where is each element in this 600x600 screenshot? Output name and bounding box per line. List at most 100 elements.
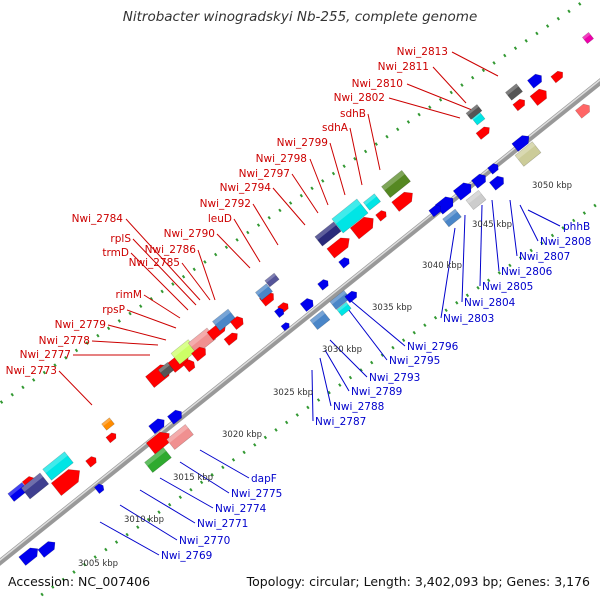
gene-label[interactable]: Nwi_2778 <box>39 335 90 347</box>
gene-label[interactable]: Nwi_2806 <box>501 266 553 278</box>
gene-feature[interactable] <box>465 104 483 120</box>
gene-feature[interactable] <box>18 544 41 566</box>
gene-feature[interactable] <box>529 86 550 107</box>
gene-feature[interactable] <box>471 172 488 189</box>
gene-label[interactable]: Nwi_2784 <box>72 213 124 225</box>
gene-feature[interactable] <box>381 170 411 198</box>
gene-feature[interactable] <box>336 301 352 317</box>
gene-feature[interactable] <box>274 306 285 318</box>
gene-label[interactable]: Nwi_2777 <box>20 349 71 361</box>
gene-label[interactable]: Nwi_2807 <box>519 251 570 263</box>
gene-label[interactable]: Nwi_2797 <box>239 168 290 180</box>
gene-feature[interactable] <box>326 234 353 259</box>
gene-feature[interactable] <box>85 455 99 468</box>
gene-feature[interactable] <box>299 296 316 313</box>
gene-label[interactable]: sdhA <box>322 122 349 134</box>
gene-label[interactable]: Nwi_2792 <box>200 198 251 210</box>
gene-feature[interactable] <box>42 451 74 481</box>
gene-label[interactable]: rplS <box>110 233 131 245</box>
gene-label[interactable]: Nwi_2785 <box>129 257 180 269</box>
gene-label[interactable]: Nwi_2769 <box>161 550 212 562</box>
gene-feature[interactable] <box>512 97 527 112</box>
gene-feature[interactable] <box>229 314 246 331</box>
gene-feature[interactable] <box>314 221 342 247</box>
gene-feature[interactable] <box>264 272 280 288</box>
gene-label[interactable]: Nwi_2771 <box>197 518 248 530</box>
gene-feature[interactable] <box>170 339 198 365</box>
gene-label[interactable]: rimM <box>115 289 142 301</box>
gene-label[interactable]: phhB <box>563 221 590 233</box>
gene-feature[interactable] <box>223 331 240 346</box>
gene-label[interactable]: Nwi_2789 <box>351 386 402 398</box>
gene-feature[interactable] <box>212 308 236 332</box>
gene-feature[interactable] <box>144 447 172 473</box>
gene-label[interactable]: Nwi_2793 <box>369 372 420 384</box>
gene-label[interactable]: rpsP <box>102 304 125 316</box>
gene-label[interactable]: Nwi_2794 <box>220 182 272 194</box>
gene-feature[interactable] <box>331 198 369 234</box>
gene-label[interactable]: Nwi_2813 <box>397 46 448 58</box>
gene-feature[interactable] <box>37 538 58 558</box>
gene-label[interactable]: Nwi_2796 <box>407 341 459 353</box>
gene-feature[interactable] <box>157 361 175 379</box>
gene-label[interactable]: Nwi_2810 <box>352 78 403 90</box>
gene-feature[interactable] <box>166 424 194 450</box>
gene-label[interactable]: Nwi_2805 <box>482 281 533 293</box>
gene-label[interactable]: Nwi_2787 <box>315 416 366 428</box>
gene-label[interactable]: Nwi_2802 <box>334 92 385 104</box>
gene-feature[interactable] <box>575 102 592 119</box>
gene-feature[interactable] <box>309 309 331 331</box>
gene-label[interactable]: Nwi_2775 <box>231 488 282 500</box>
gene-feature[interactable] <box>489 174 506 191</box>
gene-feature[interactable] <box>191 345 208 362</box>
gene-label[interactable]: Nwi_2773 <box>6 365 57 377</box>
gene-feature[interactable] <box>428 203 443 218</box>
gene-label[interactable]: trmD <box>102 247 129 259</box>
gene-feature[interactable] <box>167 408 184 425</box>
gene-label[interactable]: dapF <box>251 473 277 485</box>
gene-feature[interactable] <box>255 283 273 301</box>
gene-label[interactable]: Nwi_2779 <box>55 319 106 331</box>
gene-feature[interactable] <box>317 278 331 291</box>
gene-feature[interactable] <box>442 208 462 228</box>
gene-feature[interactable] <box>344 289 359 304</box>
gene-label[interactable]: Nwi_2798 <box>256 153 307 165</box>
gene-label[interactable]: Nwi_2770 <box>179 535 230 547</box>
gene-feature[interactable] <box>475 125 492 140</box>
gene-label[interactable]: Nwi_2804 <box>464 297 516 309</box>
gene-feature[interactable] <box>391 188 417 212</box>
gene-feature[interactable] <box>527 72 544 89</box>
gene-label[interactable]: Nwi_2803 <box>443 313 494 325</box>
gene-feature[interactable] <box>582 32 594 44</box>
gene-feature[interactable] <box>550 69 565 84</box>
gene-feature[interactable] <box>338 256 352 269</box>
gene-feature[interactable] <box>363 193 381 211</box>
gene-feature[interactable] <box>182 358 197 373</box>
gene-feature[interactable] <box>487 162 501 175</box>
gene-label[interactable]: Nwi_2788 <box>333 401 384 413</box>
gene-feature[interactable] <box>465 189 487 211</box>
gene-label[interactable]: Nwi_2799 <box>277 137 328 149</box>
gene-feature[interactable] <box>349 213 377 240</box>
gene-label[interactable]: Nwi_2808 <box>540 236 591 248</box>
gene-label[interactable]: Nwi_2774 <box>215 503 267 515</box>
gene-feature[interactable] <box>50 464 84 496</box>
gene-label[interactable]: Nwi_2811 <box>378 61 429 73</box>
gene-feature[interactable] <box>101 417 115 431</box>
gene-label[interactable]: Nwi_2790 <box>164 228 215 240</box>
gene-feature[interactable] <box>105 431 118 444</box>
gene-feature[interactable] <box>148 416 168 435</box>
gene-feature[interactable] <box>505 83 523 101</box>
gene-feature[interactable] <box>511 132 532 152</box>
gene-feature[interactable] <box>280 321 291 332</box>
gene-label[interactable]: Nwi_2795 <box>389 355 440 367</box>
gene-feature[interactable] <box>94 482 105 494</box>
gene-label[interactable]: leuD <box>208 213 232 225</box>
gene-feature[interactable] <box>375 209 389 222</box>
gene-feature[interactable] <box>452 180 475 201</box>
gene-label[interactable]: Nwi_2786 <box>145 244 197 256</box>
gene-feature[interactable] <box>329 290 351 310</box>
gene-feature[interactable] <box>20 472 50 500</box>
gene-label[interactable]: sdhB <box>340 108 366 120</box>
gene-feature[interactable] <box>514 141 542 167</box>
